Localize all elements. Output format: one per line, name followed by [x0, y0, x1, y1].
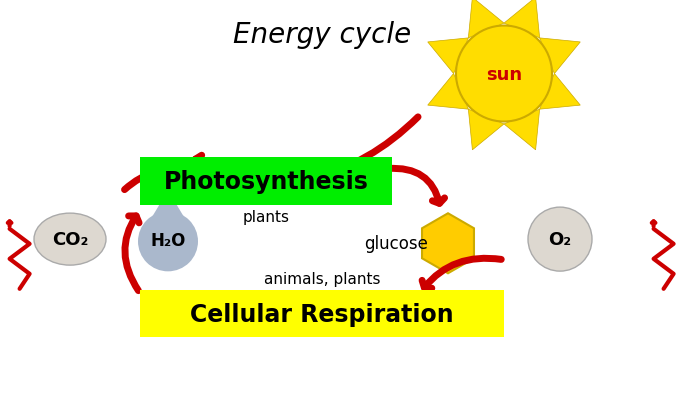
Polygon shape [468, 0, 504, 39]
Polygon shape [428, 74, 468, 110]
Polygon shape [422, 214, 474, 273]
Ellipse shape [34, 214, 106, 266]
Polygon shape [540, 39, 580, 74]
Polygon shape [146, 191, 190, 227]
Polygon shape [504, 0, 540, 39]
Polygon shape [540, 74, 580, 110]
Text: Energy cycle: Energy cycle [233, 21, 411, 49]
FancyBboxPatch shape [140, 290, 504, 338]
FancyBboxPatch shape [140, 158, 392, 205]
Text: Cellular Respiration: Cellular Respiration [190, 302, 454, 326]
Polygon shape [428, 39, 468, 74]
Text: animals, plants: animals, plants [264, 271, 380, 286]
Polygon shape [504, 110, 540, 150]
Text: sun: sun [486, 65, 522, 83]
Text: glucose: glucose [364, 235, 428, 253]
Text: CO₂: CO₂ [52, 230, 88, 249]
Circle shape [138, 212, 198, 272]
Circle shape [456, 26, 552, 122]
Circle shape [528, 208, 592, 271]
Text: O₂: O₂ [548, 230, 572, 249]
Text: plants: plants [242, 209, 290, 224]
Text: Photosynthesis: Photosynthesis [164, 170, 368, 194]
Polygon shape [468, 110, 504, 150]
Text: H₂O: H₂O [150, 231, 186, 249]
